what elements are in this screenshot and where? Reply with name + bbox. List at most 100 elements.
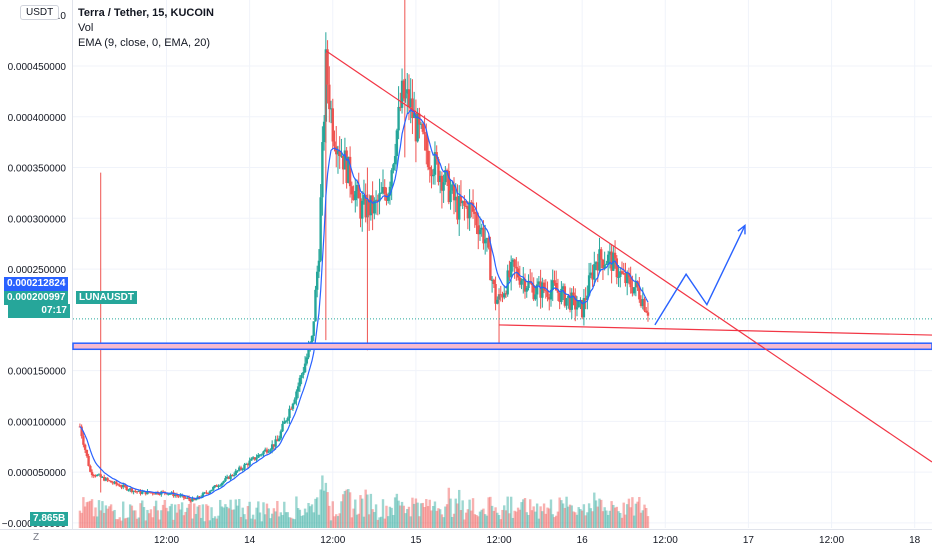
candle-body — [561, 286, 565, 289]
candle-body — [250, 458, 253, 461]
volume-bar — [600, 499, 603, 528]
volume-bar — [350, 517, 354, 528]
candle-body — [501, 294, 504, 298]
volume-bar — [199, 517, 203, 528]
y-tick-label: 0.0 — [52, 11, 66, 22]
volume-bar — [378, 517, 381, 528]
time-axis[interactable] — [0, 529, 932, 551]
indicator-ema[interactable]: EMA (9, close, 0, EMA, 20) — [78, 37, 211, 49]
candle-body — [605, 263, 608, 266]
volume-bar — [146, 509, 149, 528]
volume-bar — [376, 519, 380, 528]
volume-bar — [92, 516, 95, 528]
volume-bar — [331, 501, 334, 528]
candle-body — [445, 170, 449, 172]
candle-body — [537, 281, 541, 285]
candle-body — [347, 156, 350, 183]
symbol-title[interactable]: Terra / Tether, 15, KUCOIN — [78, 7, 214, 19]
candle-body — [310, 335, 314, 343]
volume-bar — [272, 508, 276, 528]
volume-bar — [348, 492, 352, 528]
candle-body — [468, 202, 471, 219]
volume-bar — [487, 497, 490, 528]
candle-body — [182, 495, 186, 498]
candle-body — [535, 284, 539, 295]
volume-bar — [238, 498, 241, 528]
volume-bar — [425, 499, 428, 528]
volume-bar — [338, 513, 341, 528]
candle-body — [220, 482, 224, 486]
volume-bar — [509, 496, 513, 528]
volume-bar — [438, 509, 442, 528]
candle-body — [567, 295, 570, 299]
volume-bar — [463, 519, 466, 528]
candle-body — [267, 451, 270, 453]
price-axis[interactable] — [0, 0, 73, 530]
candle-body — [399, 106, 402, 108]
candle-body — [541, 282, 544, 298]
candle-body — [139, 490, 142, 494]
candle-body — [636, 281, 639, 288]
volume-bar — [260, 521, 263, 528]
symbol-tag: LUNAUSDT — [76, 291, 137, 304]
volume-bar — [217, 515, 220, 528]
candle-body — [144, 491, 147, 495]
volume-bar — [300, 515, 303, 528]
resistance-trendline — [325, 50, 932, 463]
volume-bar — [173, 504, 177, 528]
volume-bar — [636, 501, 639, 528]
candle-body — [432, 174, 435, 177]
candle-body — [307, 347, 310, 358]
candle-body — [321, 142, 324, 198]
volume-bar — [625, 504, 629, 528]
volume-bar — [574, 512, 577, 528]
candle-body — [343, 150, 347, 170]
volume-bar — [586, 512, 589, 528]
candle-body — [625, 272, 629, 284]
volume-bar — [371, 509, 374, 528]
volume-bar — [537, 518, 541, 528]
candle-body — [638, 287, 641, 300]
candle-body — [312, 321, 315, 336]
volume-bar — [587, 503, 591, 528]
volume-bar — [201, 504, 205, 528]
candle-body — [404, 93, 407, 99]
volume-bar — [326, 492, 329, 528]
candle-body — [458, 195, 461, 220]
volume-bar — [440, 514, 444, 528]
candle-body — [255, 457, 258, 460]
volume-bar — [172, 519, 175, 528]
candle-body — [395, 130, 399, 157]
volume-bar — [610, 501, 613, 528]
volume-bar — [314, 498, 317, 528]
candle-body — [575, 307, 579, 310]
candle-body — [184, 497, 187, 499]
candle-body — [397, 106, 400, 131]
candle-body — [383, 186, 386, 194]
z-scale-button[interactable]: Z — [33, 532, 40, 543]
candle-body — [473, 211, 476, 214]
volume-bar — [315, 497, 319, 528]
candle-body — [277, 438, 281, 442]
volume-bar — [395, 493, 399, 528]
candle-body — [454, 196, 457, 201]
candle-body — [414, 113, 418, 142]
candle-body — [483, 239, 487, 244]
volume-bar — [328, 505, 331, 528]
candle-body — [158, 494, 161, 496]
volume-bar — [459, 510, 463, 528]
candle-body — [525, 288, 528, 292]
candle-body — [274, 439, 277, 447]
currency-chip[interactable]: USDT — [20, 5, 60, 20]
indicator-vol[interactable]: Vol — [78, 22, 94, 34]
candle-body — [624, 273, 627, 284]
volume-bar — [203, 521, 206, 528]
current-price-label: 0.000200997 — [4, 291, 69, 305]
candle-body — [193, 498, 196, 500]
candle-body — [153, 493, 156, 495]
volume-bar — [419, 503, 423, 528]
volume-bar — [364, 489, 367, 528]
candle-body — [92, 475, 95, 477]
candle-body — [177, 495, 180, 497]
